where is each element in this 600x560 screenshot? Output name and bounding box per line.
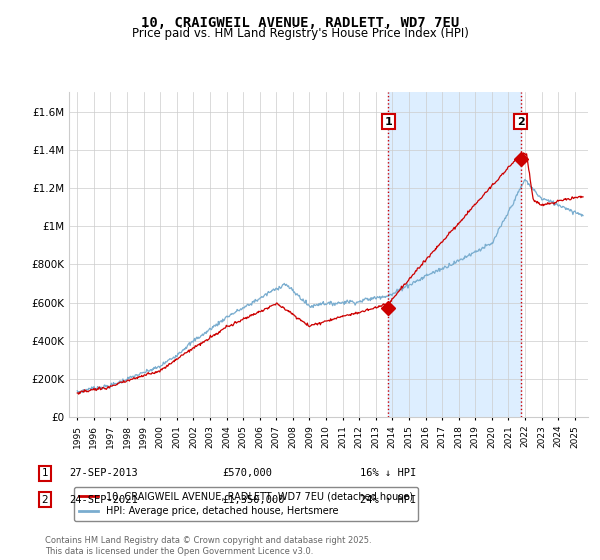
Text: Contains HM Land Registry data © Crown copyright and database right 2025.
This d: Contains HM Land Registry data © Crown c… — [45, 536, 371, 556]
Text: 10, CRAIGWEIL AVENUE, RADLETT, WD7 7EU: 10, CRAIGWEIL AVENUE, RADLETT, WD7 7EU — [141, 16, 459, 30]
Text: 2: 2 — [517, 116, 525, 127]
Text: 27-SEP-2013: 27-SEP-2013 — [69, 468, 138, 478]
Text: 24-SEP-2021: 24-SEP-2021 — [69, 494, 138, 505]
Text: 2: 2 — [41, 494, 49, 505]
Text: 1: 1 — [41, 468, 49, 478]
Text: 16% ↓ HPI: 16% ↓ HPI — [360, 468, 416, 478]
Text: 24% ↑ HPI: 24% ↑ HPI — [360, 494, 416, 505]
Legend: 10, CRAIGWEIL AVENUE, RADLETT, WD7 7EU (detached house), HPI: Average price, det: 10, CRAIGWEIL AVENUE, RADLETT, WD7 7EU (… — [74, 487, 418, 521]
Bar — [388, 92, 521, 417]
Text: Price paid vs. HM Land Registry's House Price Index (HPI): Price paid vs. HM Land Registry's House … — [131, 27, 469, 40]
Text: 1: 1 — [385, 116, 392, 127]
Text: £1,350,000: £1,350,000 — [222, 494, 284, 505]
Text: £570,000: £570,000 — [222, 468, 272, 478]
